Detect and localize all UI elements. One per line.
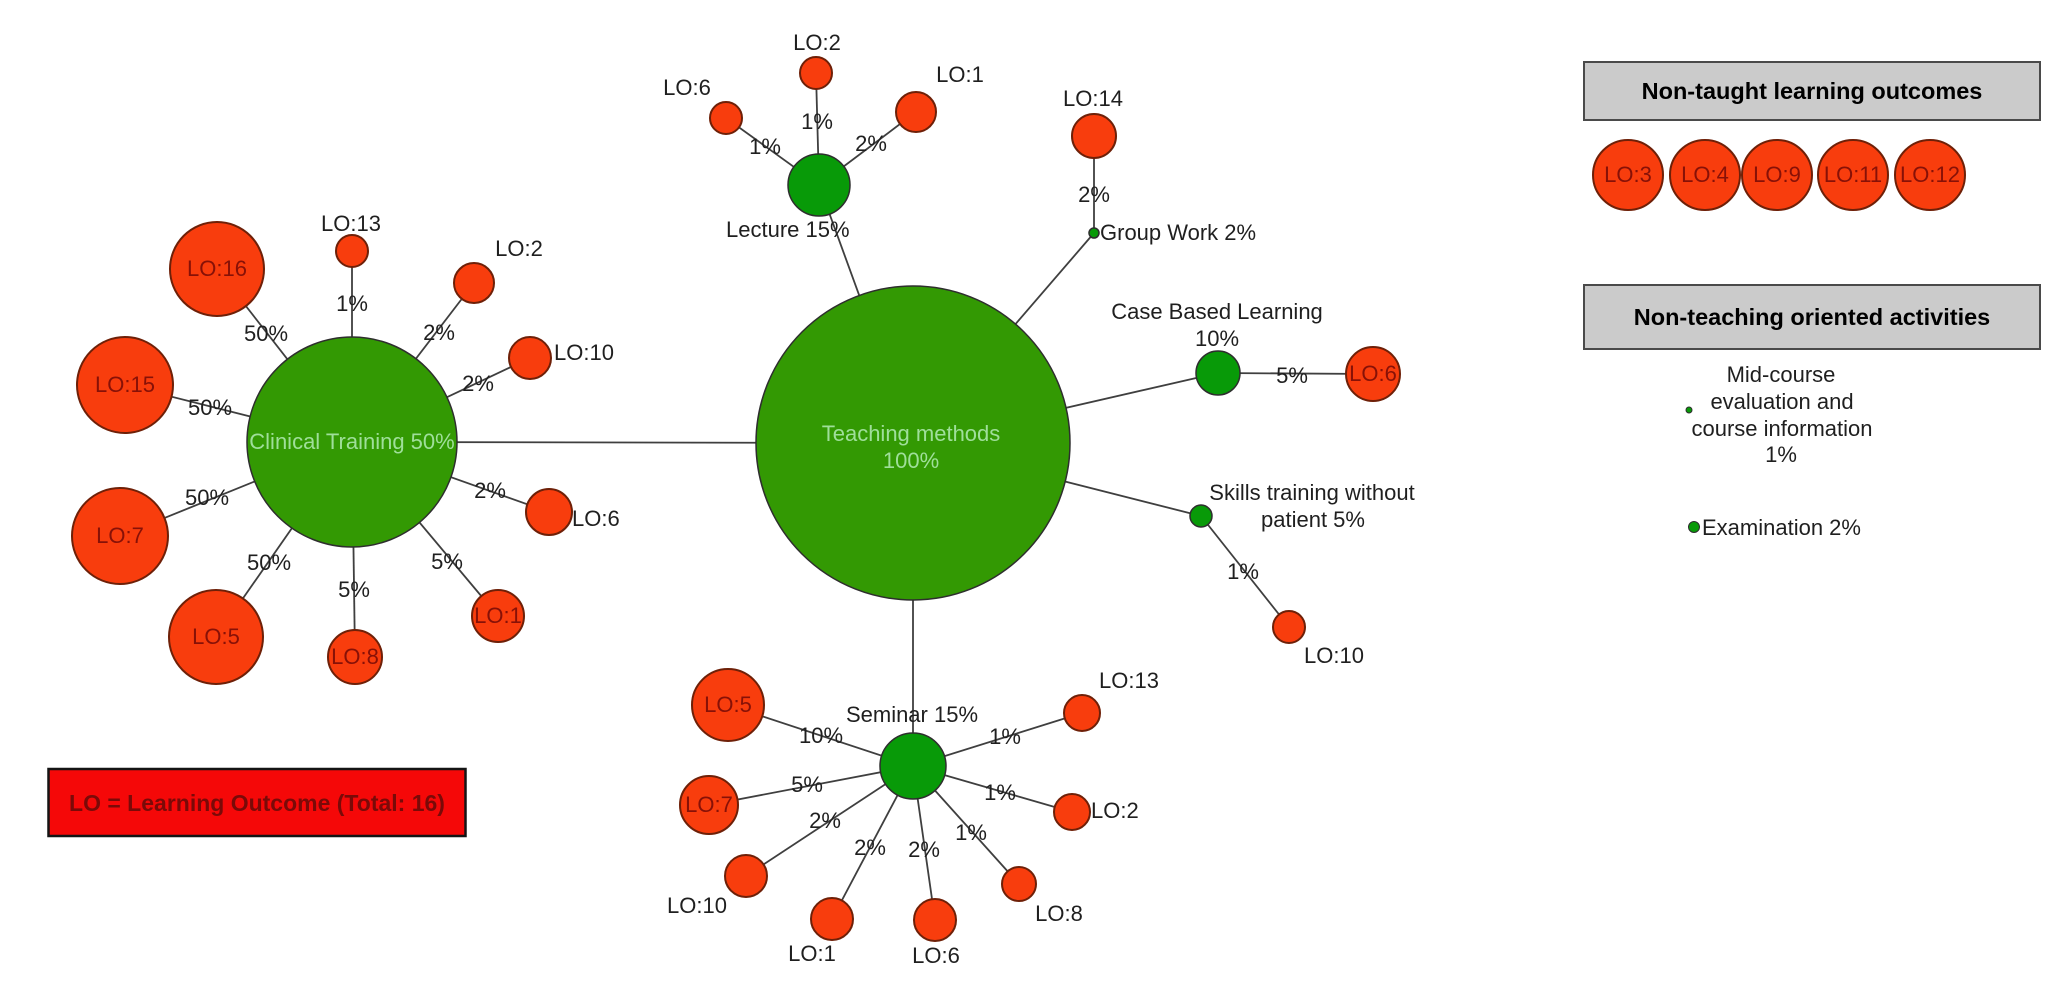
svg-text:5%: 5% <box>338 577 370 602</box>
svg-text:5%: 5% <box>431 549 463 574</box>
svg-text:1%: 1% <box>336 291 368 316</box>
svg-text:Teaching methods: Teaching methods <box>822 421 1001 446</box>
svg-text:1%: 1% <box>989 724 1021 749</box>
svg-text:LO:2: LO:2 <box>1091 798 1139 823</box>
svg-text:1%: 1% <box>749 134 781 159</box>
svg-text:LO:13: LO:13 <box>1099 668 1159 693</box>
svg-text:2%: 2% <box>423 320 455 345</box>
svg-text:2%: 2% <box>855 131 887 156</box>
svg-text:50%: 50% <box>185 485 229 510</box>
svg-text:5%: 5% <box>791 772 823 797</box>
svg-text:LO:6: LO:6 <box>572 506 620 531</box>
svg-text:1%: 1% <box>801 109 833 134</box>
svg-text:evaluation and: evaluation and <box>1710 389 1853 414</box>
svg-text:LO:2: LO:2 <box>495 236 543 261</box>
svg-text:2%: 2% <box>854 835 886 860</box>
svg-text:100%: 100% <box>883 448 939 473</box>
svg-text:1%: 1% <box>1765 442 1797 467</box>
svg-text:Skills training without: Skills training without <box>1209 480 1414 505</box>
svg-text:LO = Learning Outcome (Total:: LO = Learning Outcome (Total: 16) <box>69 790 445 816</box>
svg-text:LO:15: LO:15 <box>95 372 155 397</box>
svg-text:LO:10: LO:10 <box>1304 643 1364 668</box>
svg-text:Mid-course: Mid-course <box>1727 362 1836 387</box>
svg-text:patient 5%: patient 5% <box>1261 507 1365 532</box>
svg-text:Lecture 15%: Lecture 15% <box>726 217 850 242</box>
svg-text:LO:7: LO:7 <box>96 523 144 548</box>
svg-text:10%: 10% <box>1195 326 1239 351</box>
svg-text:LO:4: LO:4 <box>1681 162 1729 187</box>
svg-text:LO:10: LO:10 <box>667 893 727 918</box>
svg-text:LO:8: LO:8 <box>331 644 379 669</box>
svg-text:Seminar 15%: Seminar 15% <box>846 702 978 727</box>
svg-text:Non-taught learning outcomes: Non-taught learning outcomes <box>1642 78 1983 104</box>
svg-text:LO:1: LO:1 <box>936 62 984 87</box>
svg-text:2%: 2% <box>908 837 940 862</box>
svg-text:LO:6: LO:6 <box>912 943 960 968</box>
svg-text:LO:13: LO:13 <box>321 211 381 236</box>
svg-text:LO:11: LO:11 <box>1824 162 1882 187</box>
svg-text:Case Based Learning: Case Based Learning <box>1111 299 1323 324</box>
svg-text:LO:14: LO:14 <box>1063 86 1123 111</box>
svg-text:LO:8: LO:8 <box>1035 901 1083 926</box>
svg-text:LO:9: LO:9 <box>1753 162 1801 187</box>
svg-text:Clinical Training 50%: Clinical Training 50% <box>249 429 454 454</box>
svg-text:5%: 5% <box>1276 363 1308 388</box>
svg-text:2%: 2% <box>1078 182 1110 207</box>
svg-text:LO:6: LO:6 <box>663 75 711 100</box>
svg-text:10%: 10% <box>799 723 843 748</box>
svg-text:LO:10: LO:10 <box>554 340 614 365</box>
svg-text:LO:5: LO:5 <box>704 692 752 717</box>
svg-text:50%: 50% <box>188 395 232 420</box>
svg-text:LO:1: LO:1 <box>474 603 522 628</box>
svg-text:2%: 2% <box>462 371 494 396</box>
svg-text:LO:3: LO:3 <box>1604 162 1652 187</box>
svg-text:50%: 50% <box>244 321 288 346</box>
svg-text:Group Work 2%: Group Work 2% <box>1100 220 1256 245</box>
svg-text:50%: 50% <box>247 550 291 575</box>
svg-text:LO:7: LO:7 <box>685 792 733 817</box>
svg-text:LO:1: LO:1 <box>788 941 836 966</box>
svg-text:LO:5: LO:5 <box>192 624 240 649</box>
svg-text:LO:2: LO:2 <box>793 30 841 55</box>
svg-text:Non-teaching oriented activiti: Non-teaching oriented activities <box>1634 304 1990 330</box>
svg-text:2%: 2% <box>474 478 506 503</box>
svg-text:2%: 2% <box>809 808 841 833</box>
svg-text:1%: 1% <box>984 780 1016 805</box>
svg-text:1%: 1% <box>1227 559 1259 584</box>
svg-text:course information: course information <box>1692 416 1873 441</box>
svg-text:LO:12: LO:12 <box>1900 162 1960 187</box>
svg-text:1%: 1% <box>955 820 987 845</box>
svg-text:Examination 2%: Examination 2% <box>1702 515 1861 540</box>
svg-text:LO:16: LO:16 <box>187 256 247 281</box>
svg-text:LO:6: LO:6 <box>1349 361 1397 386</box>
